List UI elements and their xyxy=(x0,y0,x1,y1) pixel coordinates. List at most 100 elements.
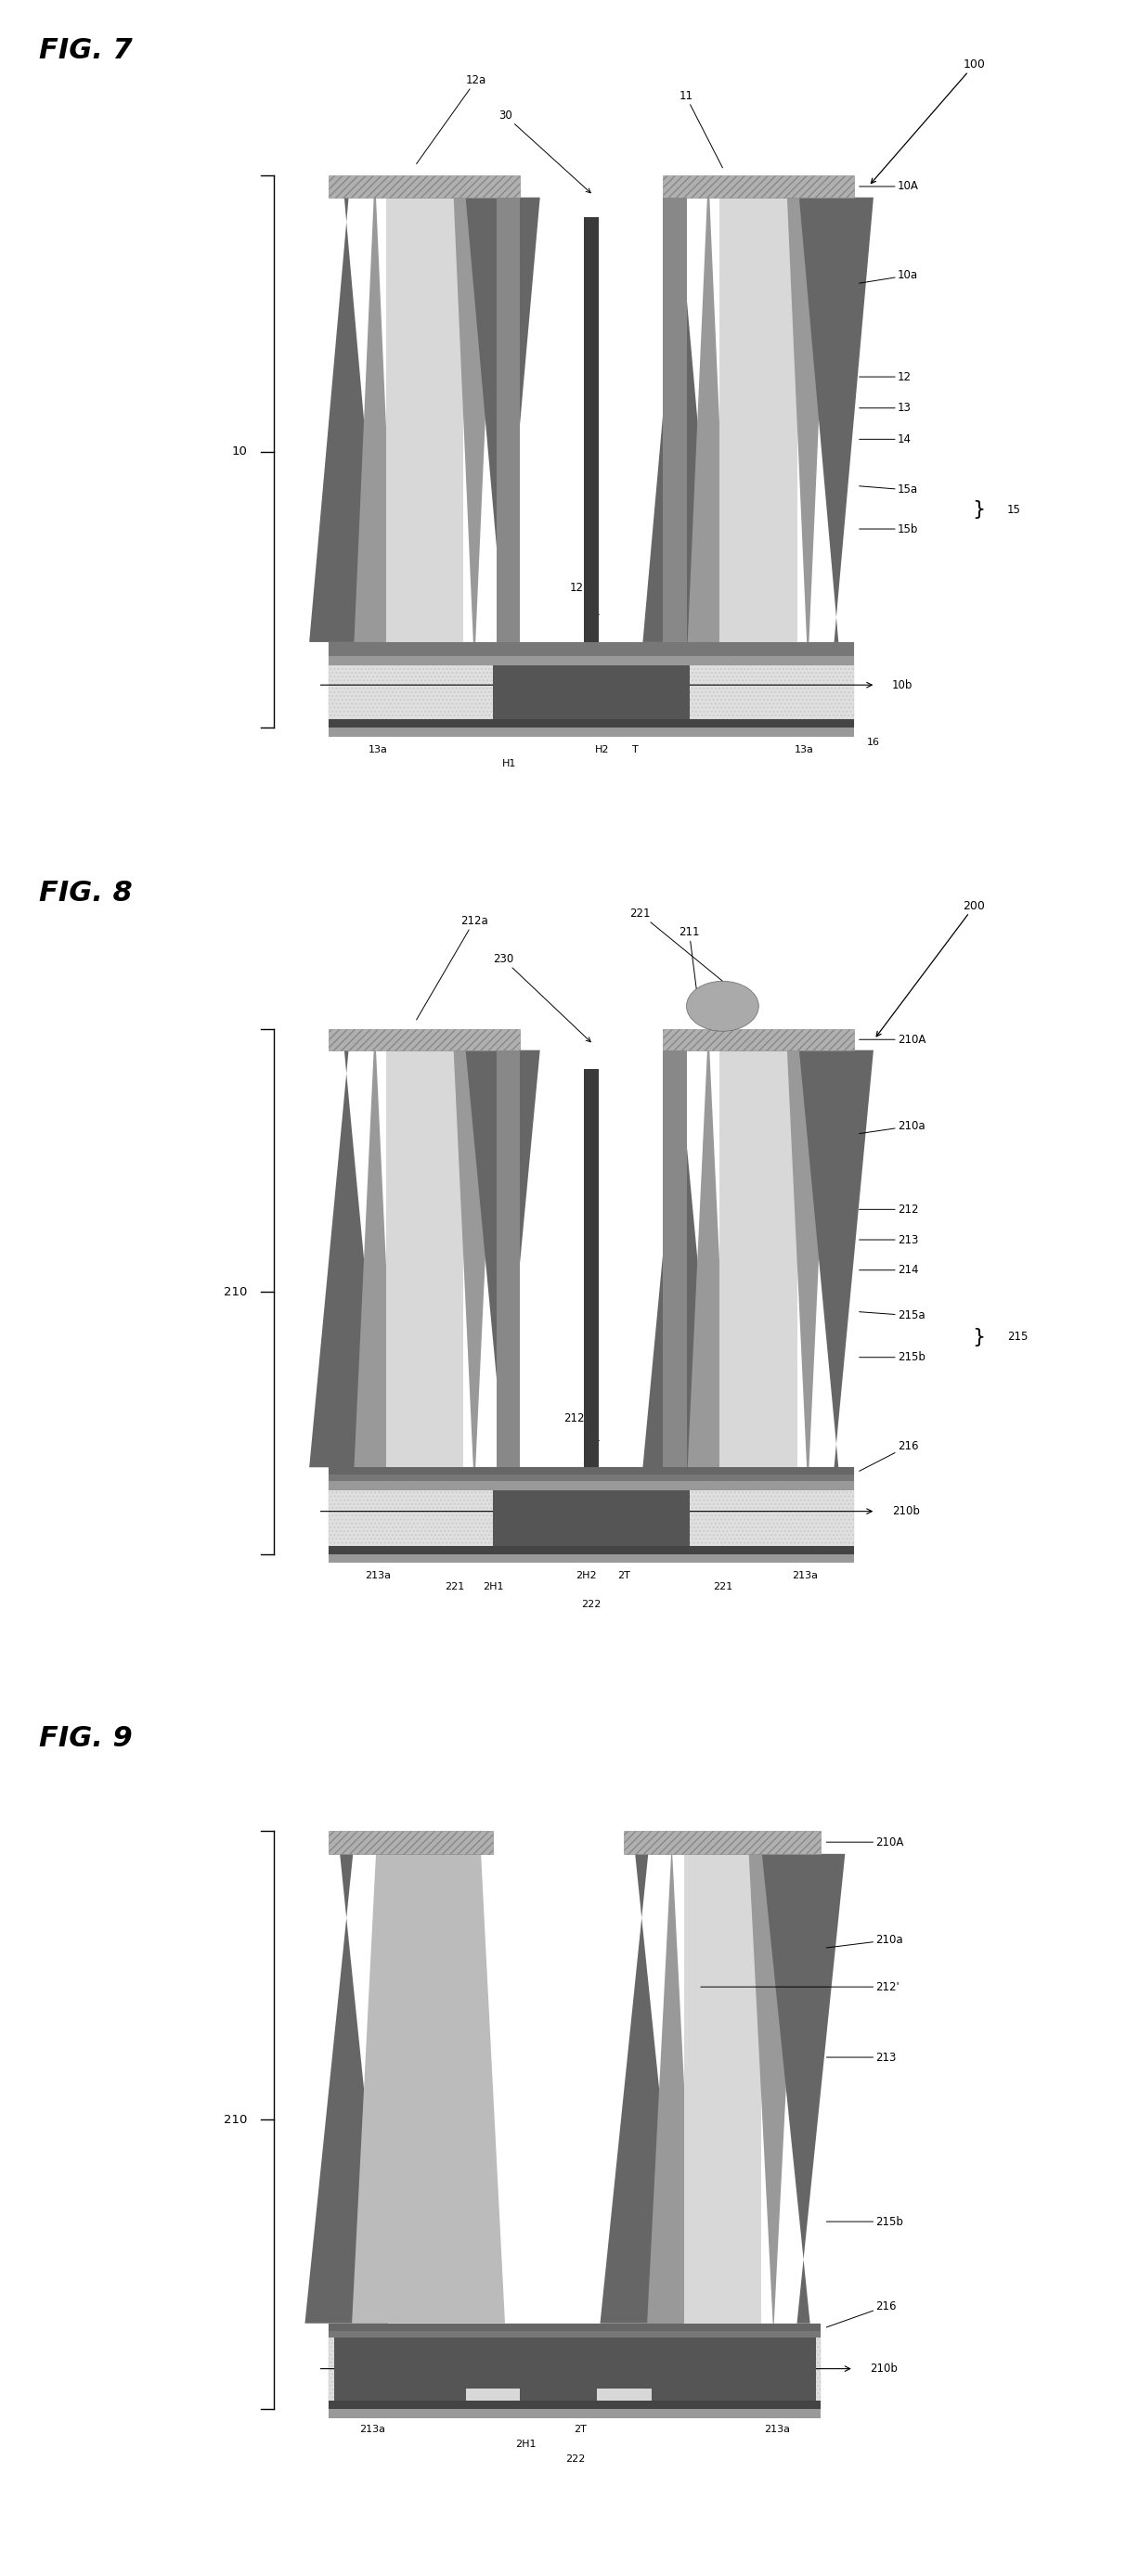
Text: 13: 13 xyxy=(859,402,911,415)
Polygon shape xyxy=(642,198,718,641)
Text: 222: 222 xyxy=(565,2455,585,2465)
Bar xyxy=(493,641,690,724)
Text: 2H1: 2H1 xyxy=(515,2439,536,2447)
Polygon shape xyxy=(386,198,464,641)
Text: 16: 16 xyxy=(867,737,880,747)
Bar xyxy=(329,1468,854,1553)
Bar xyxy=(329,1028,521,1051)
Text: 12b: 12b xyxy=(570,582,599,616)
Text: 13a: 13a xyxy=(368,744,388,755)
Bar xyxy=(583,1069,599,1468)
Text: 214: 214 xyxy=(859,1265,918,1275)
Polygon shape xyxy=(305,1855,388,2324)
Polygon shape xyxy=(466,198,540,641)
Polygon shape xyxy=(787,198,829,641)
Polygon shape xyxy=(466,1051,540,1468)
Bar xyxy=(597,2388,652,2406)
Text: 222: 222 xyxy=(581,1600,601,1610)
Circle shape xyxy=(687,981,759,1030)
Polygon shape xyxy=(748,1855,798,2324)
Bar xyxy=(329,657,854,665)
Bar xyxy=(329,1832,493,1855)
Text: 213: 213 xyxy=(827,2050,896,2063)
Text: }: } xyxy=(972,500,985,518)
Bar xyxy=(329,641,854,729)
Text: 215b: 215b xyxy=(859,1352,925,1363)
Text: 2T: 2T xyxy=(617,1571,631,1582)
Text: 15b: 15b xyxy=(859,523,918,536)
Text: 15a: 15a xyxy=(859,484,918,497)
Bar xyxy=(329,719,854,729)
Text: 213a: 213a xyxy=(360,2424,386,2434)
Text: 2H2: 2H2 xyxy=(575,1571,597,1582)
Polygon shape xyxy=(688,198,729,641)
Text: 215b: 215b xyxy=(827,2215,903,2228)
Text: 221: 221 xyxy=(445,1582,465,1592)
Bar xyxy=(329,1481,854,1489)
Bar xyxy=(329,2324,821,2336)
Polygon shape xyxy=(354,1051,395,1468)
Text: 10b: 10b xyxy=(892,680,912,690)
Text: 10a: 10a xyxy=(859,270,918,283)
Text: 215: 215 xyxy=(1007,1332,1027,1342)
Bar xyxy=(497,1051,521,1468)
Bar xyxy=(466,2388,521,2406)
Polygon shape xyxy=(800,1051,874,1468)
Text: 213: 213 xyxy=(859,1234,918,1247)
Text: 14: 14 xyxy=(859,433,911,446)
Bar xyxy=(329,2324,821,2331)
Bar xyxy=(329,2324,821,2409)
Bar xyxy=(663,1028,854,1051)
Polygon shape xyxy=(386,1051,464,1468)
Text: 213a: 213a xyxy=(366,1571,391,1582)
Bar xyxy=(329,1468,854,1481)
Text: 221: 221 xyxy=(630,907,722,981)
Text: FIG. 9: FIG. 9 xyxy=(39,1726,133,1752)
Polygon shape xyxy=(453,198,495,641)
Text: 15: 15 xyxy=(1007,502,1021,515)
Text: 210A: 210A xyxy=(827,1837,904,1847)
Bar xyxy=(583,216,599,641)
Text: 210b: 210b xyxy=(870,2362,898,2375)
Bar xyxy=(329,2401,821,2409)
Polygon shape xyxy=(787,1051,829,1468)
Text: 216: 216 xyxy=(827,2300,896,2326)
Text: 12a: 12a xyxy=(417,75,486,165)
Bar xyxy=(663,1051,687,1468)
Polygon shape xyxy=(352,1855,505,2324)
Text: 216: 216 xyxy=(859,1440,918,1471)
Text: 212a: 212a xyxy=(417,914,487,1020)
Text: 210a: 210a xyxy=(859,1121,925,1133)
Text: 212': 212' xyxy=(700,1981,900,1994)
Text: 210a: 210a xyxy=(827,1935,903,1947)
Text: 230: 230 xyxy=(493,953,591,1041)
Text: 221: 221 xyxy=(713,1582,732,1592)
Text: 100: 100 xyxy=(871,59,985,183)
Text: H2: H2 xyxy=(595,744,609,755)
Bar xyxy=(329,175,521,198)
Text: 211: 211 xyxy=(679,927,700,1023)
Text: 210b: 210b xyxy=(892,1504,920,1517)
Text: 10: 10 xyxy=(231,446,247,459)
Text: 213a: 213a xyxy=(792,1571,818,1582)
Text: FIG. 7: FIG. 7 xyxy=(39,39,133,64)
Text: 30: 30 xyxy=(499,108,591,193)
Bar xyxy=(335,2324,816,2406)
Polygon shape xyxy=(720,198,797,641)
Bar xyxy=(663,175,854,198)
Text: }: } xyxy=(972,1327,985,1347)
Text: 210: 210 xyxy=(223,1285,247,1298)
Bar xyxy=(329,729,854,737)
Polygon shape xyxy=(800,198,874,641)
Polygon shape xyxy=(685,1855,761,2324)
Text: 11: 11 xyxy=(679,90,722,167)
Text: 215a: 215a xyxy=(859,1309,925,1321)
Bar xyxy=(329,1546,854,1553)
Polygon shape xyxy=(310,1051,384,1468)
Polygon shape xyxy=(762,1855,845,2324)
Text: 210A: 210A xyxy=(859,1033,926,1046)
Bar xyxy=(663,198,687,641)
Text: H1: H1 xyxy=(502,760,516,768)
Polygon shape xyxy=(453,1051,495,1468)
Text: 2H1: 2H1 xyxy=(483,1582,503,1592)
